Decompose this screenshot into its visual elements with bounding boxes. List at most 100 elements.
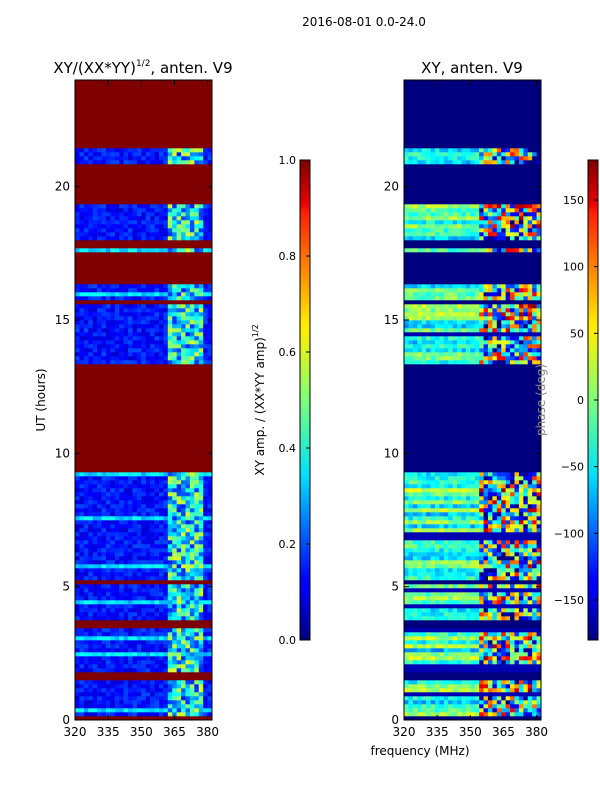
- heatmap-cell: [114, 352, 120, 357]
- heatmap-cell: [110, 284, 116, 289]
- heatmap-cell: [421, 632, 427, 637]
- heatmap-cell: [75, 700, 80, 705]
- heatmap-cell: [136, 284, 142, 289]
- heatmap-cell: [465, 660, 471, 665]
- heatmap-cell: [132, 680, 138, 685]
- heatmap-cell: [185, 608, 191, 613]
- heatmap-cell: [404, 680, 409, 685]
- heatmap-cell: [518, 500, 524, 505]
- heatmap-cell: [426, 492, 431, 497]
- heatmap-cell: [514, 320, 520, 325]
- heatmap-cell: [163, 656, 169, 661]
- heatmap-cell: [203, 656, 208, 661]
- heatmap-cell: [536, 484, 542, 489]
- heatmap-cell: [88, 636, 93, 641]
- heatmap-cell: [412, 560, 418, 565]
- heatmap-cell: [483, 476, 489, 481]
- heatmap-cell: [527, 604, 533, 609]
- heatmap-cell: [532, 352, 537, 357]
- heatmap-cell: [101, 152, 107, 157]
- heatmap-cell: [150, 348, 155, 353]
- heatmap-cell: [75, 592, 80, 597]
- heatmap-cell: [536, 576, 542, 581]
- heatmap-cell: [465, 564, 471, 569]
- heatmap-cell: [92, 328, 98, 333]
- heatmap-cell: [474, 328, 480, 333]
- heatmap-cell: [189, 572, 195, 577]
- heatmap-cell: [181, 332, 186, 337]
- heatmap-cell: [207, 296, 213, 301]
- heatmap-cell: [439, 336, 445, 341]
- heatmap-cell: [465, 476, 471, 481]
- heatmap-cell: [523, 556, 529, 561]
- heatmap-cell: [434, 552, 440, 557]
- heatmap-cell: [105, 324, 111, 329]
- heatmap-cell: [141, 344, 147, 349]
- heatmap-cell: [434, 556, 440, 561]
- heatmap-cell: [465, 344, 471, 349]
- heatmap-cell: [461, 520, 467, 525]
- heatmap-cell: [79, 532, 85, 537]
- heatmap-cell: [492, 324, 498, 329]
- heatmap-cell: [167, 232, 173, 237]
- heatmap-cell: [527, 336, 533, 341]
- heatmap-cell: [181, 616, 186, 621]
- heatmap-cell: [430, 612, 436, 617]
- heatmap-cell: [487, 588, 493, 593]
- heatmap-cell: [470, 536, 476, 541]
- heatmap-cell: [150, 648, 155, 653]
- heatmap-cell: [448, 548, 453, 553]
- heatmap-cell: [439, 352, 445, 357]
- heatmap-cell: [510, 568, 515, 573]
- heatmap-cell: [448, 484, 453, 489]
- heatmap-cell: [198, 688, 204, 693]
- heatmap-cell: [136, 536, 142, 541]
- heatmap-cell: [145, 636, 151, 641]
- heatmap-cell: [203, 704, 208, 709]
- heatmap-cell: [79, 516, 85, 521]
- heatmap-cell: [523, 568, 529, 573]
- heatmap-cell: [163, 696, 169, 701]
- heatmap-cell: [505, 588, 511, 593]
- heatmap-cell: [404, 540, 409, 545]
- heatmap-cell: [79, 496, 85, 501]
- heatmap-cell: [123, 536, 129, 541]
- heatmap-cell: [501, 656, 506, 661]
- heatmap-cell: [470, 548, 476, 553]
- heatmap-cell: [75, 424, 212, 429]
- heatmap-cell: [532, 328, 537, 333]
- heatmap-cell: [510, 512, 515, 517]
- heatmap-cell: [439, 664, 445, 669]
- heatmap-cell: [154, 712, 160, 717]
- colorbar-tick-label: 0.4: [279, 442, 297, 455]
- heatmap-cell: [457, 528, 462, 533]
- heatmap-cell: [532, 496, 537, 501]
- heatmap-cell: [101, 232, 107, 237]
- heatmap-cell: [92, 556, 98, 561]
- heatmap-cell: [75, 696, 80, 701]
- heatmap-cell: [141, 704, 147, 709]
- heatmap-cell: [88, 516, 93, 521]
- heatmap-cell: [105, 608, 111, 613]
- heatmap-cell: [101, 504, 107, 509]
- heatmap-cell: [443, 508, 449, 513]
- heatmap-cell: [421, 328, 427, 333]
- heatmap-cell: [203, 532, 208, 537]
- heatmap-cell: [426, 516, 431, 521]
- heatmap-cell: [434, 680, 440, 685]
- heatmap-cell: [203, 212, 208, 217]
- heatmap-cell: [79, 336, 85, 341]
- heatmap-cell: [92, 608, 98, 613]
- heatmap-cell: [439, 708, 445, 713]
- heatmap-cell: [417, 544, 422, 549]
- heatmap-cell: [141, 316, 147, 321]
- heatmap-cell: [527, 652, 533, 657]
- heatmap-cell: [189, 516, 195, 521]
- heatmap-cell: [461, 612, 467, 617]
- heatmap-cell: [92, 304, 98, 309]
- heatmap-cell: [457, 656, 462, 661]
- heatmap-cell: [532, 508, 537, 513]
- heatmap-cell: [88, 228, 93, 233]
- heatmap-cell: [97, 684, 102, 689]
